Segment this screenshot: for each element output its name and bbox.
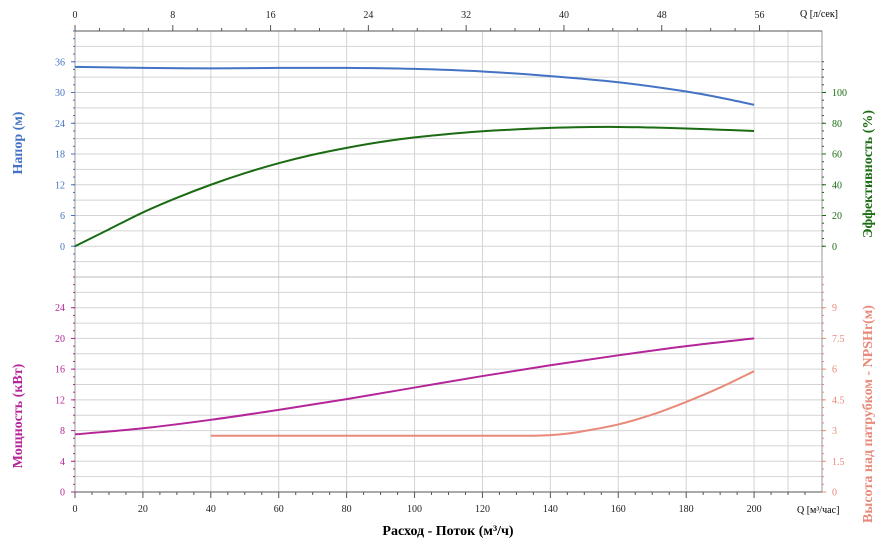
head-axis-tick-label: 12	[55, 180, 65, 191]
tick-labels: 0 8 16 24 32 40 48 560 20 40 60 80 100 120 140 160 180 20…	[55, 10, 847, 515]
head-axis-tick-label: 0	[60, 242, 65, 253]
x-bottom-tick-label: 80	[342, 504, 352, 515]
efficiency-axis-tick-label: 80	[832, 119, 842, 130]
head-axis-tick-label: 18	[55, 150, 65, 161]
x-top-tick-label: 8	[170, 10, 175, 21]
power-axis-tick-label: 4	[60, 457, 65, 468]
series-line-Эффективность (%)	[74, 125, 755, 248]
npshr-axis-tick-label: 9	[832, 303, 837, 314]
x-top-tick-label: 32	[461, 10, 471, 21]
head-axis-title: Напор (м)	[11, 111, 26, 174]
x-top-tick-label: 24	[363, 10, 373, 21]
x-top-tick-label: 16	[266, 10, 276, 21]
power-axis-tick-label: 16	[55, 365, 65, 376]
efficiency-axis-tick-label: 60	[832, 150, 842, 161]
power-axis-tick-label: 12	[55, 395, 65, 406]
x-top-tick-label: 56	[755, 10, 765, 21]
npshr-axis-tick-label: 3	[832, 426, 837, 437]
head-axis-tick-label: 36	[55, 57, 65, 68]
npshr-axis-title: Высота над патрубком - NPSHr(м)	[861, 305, 876, 523]
tick-marks	[71, 25, 826, 498]
x-bottom-tick-label: 160	[611, 504, 626, 515]
series-line-Высота над патрубком - NPSHr(м)	[210, 370, 755, 437]
x-bottom-tick-label: 40	[206, 504, 216, 515]
npshr-axis-tick-label: 0	[832, 488, 837, 499]
x-top-tick-label: 48	[657, 10, 667, 21]
head-axis-tick-label: 6	[60, 211, 65, 222]
x-top-tick-label: 40	[559, 10, 569, 21]
x-bottom-tick-label: 20	[138, 504, 148, 515]
efficiency-axis-tick-label: 100	[832, 88, 847, 99]
x-bottom-tick-label: 0	[73, 504, 78, 515]
npshr-axis-tick-label: 6	[832, 365, 837, 376]
power-axis-title: Мощность (кВт)	[11, 363, 26, 468]
efficiency-axis-tick-label: 0	[832, 242, 837, 253]
x-axis-title: Расход - Поток (м³/ч)	[382, 524, 514, 539]
power-axis-tick-label: 0	[60, 488, 65, 499]
x-top-tick-label: 0	[73, 10, 78, 21]
power-axis-tick-label: 8	[60, 426, 65, 437]
x-bottom-unit-label: Q [м³/час]	[797, 505, 839, 516]
efficiency-axis-tick-label: 40	[832, 180, 842, 191]
npshr-axis-tick-label: 1.5	[832, 457, 845, 468]
x-bottom-tick-label: 100	[407, 504, 422, 515]
efficiency-axis-tick-label: 20	[832, 211, 842, 222]
npshr-axis-tick-label: 4.5	[832, 395, 845, 406]
series-line-Мощность (кВт)	[74, 337, 755, 436]
series-line-Напор (м)	[74, 65, 755, 106]
efficiency-axis-title: Эффективность (%)	[861, 110, 876, 238]
x-top-unit-label: Q [л/сек]	[800, 9, 838, 20]
x-bottom-tick-label: 60	[274, 504, 284, 515]
x-bottom-tick-label: 120	[475, 504, 490, 515]
series-layer	[74, 65, 755, 437]
head-axis-tick-label: 24	[55, 119, 65, 130]
head-axis-tick-label: 30	[55, 88, 65, 99]
x-bottom-tick-label: 180	[679, 504, 694, 515]
power-axis-tick-label: 20	[55, 334, 65, 345]
x-bottom-tick-label: 140	[543, 504, 558, 515]
npshr-axis-tick-label: 7.5	[832, 334, 845, 345]
x-bottom-tick-label: 200	[747, 504, 762, 515]
power-axis-tick-label: 24	[55, 303, 65, 314]
